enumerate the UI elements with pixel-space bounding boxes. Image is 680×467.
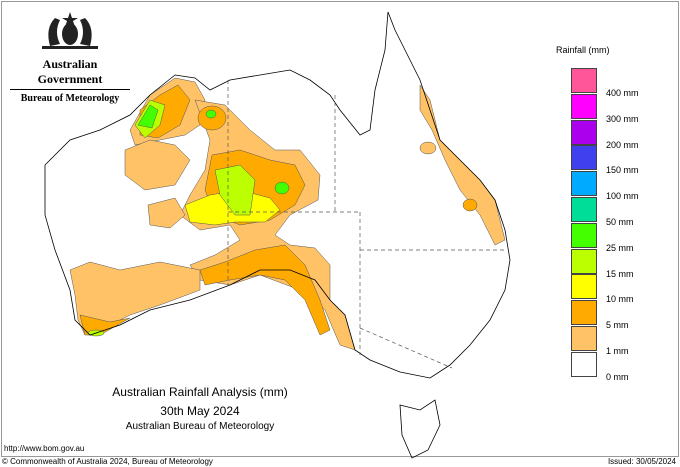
rain-1mm-interior <box>179 99 356 351</box>
rain-1mm-south-west <box>147 197 186 229</box>
legend-swatch <box>571 197 597 222</box>
map-date: 30th May 2024 <box>160 404 240 418</box>
rain-1mm-central-west <box>124 139 191 191</box>
legend-swatch <box>571 93 597 119</box>
rain-1mm-east-coast <box>419 84 506 246</box>
rainfall-areas <box>69 77 506 351</box>
legend-swatch <box>571 248 597 274</box>
legend-label: 400 mm <box>606 88 639 98</box>
government-logo: Australian Government Bureau of Meteorol… <box>10 10 130 104</box>
legend-swatch <box>571 222 597 248</box>
legend-swatch <box>571 326 597 351</box>
map-title: Australian Rainfall Analysis (mm) <box>112 385 288 399</box>
legend-swatch <box>571 119 597 145</box>
legend-title: Rainfall (mm) <box>556 45 610 55</box>
legend-label: 25 mm <box>606 242 634 253</box>
state-borders <box>227 80 505 369</box>
rain-25mm-top <box>205 109 217 119</box>
legend-swatch <box>571 171 597 197</box>
legend-label: 100 mm <box>606 191 639 202</box>
tasmania-coastline <box>399 399 441 459</box>
legend-label: 10 mm <box>606 294 634 305</box>
map-agency: Australian Bureau of Meteorology <box>125 421 275 432</box>
legend-label: 200 mm <box>606 139 639 150</box>
legend-label: 0 mm <box>606 371 629 382</box>
legend-swatch <box>571 351 597 377</box>
agency-line2: Bureau of Meteorology <box>20 93 120 104</box>
legend-label: 150 mm <box>606 165 639 176</box>
legend-swatch <box>571 68 597 93</box>
rain-25mm-centre <box>274 181 290 195</box>
website-link[interactable]: http://www.bom.gov.au <box>4 444 85 453</box>
legend-label: 300 mm <box>606 113 639 124</box>
copyright: © Commonwealth of Australia 2024, Bureau… <box>2 457 213 466</box>
rain-25mm-kimberley <box>137 104 159 129</box>
legend-swatch <box>571 145 597 171</box>
legend-swatch <box>571 300 597 326</box>
agency-line1: Australian Government <box>10 57 130 90</box>
legend-label: 1 mm <box>606 346 629 356</box>
rain-15mm-centre <box>214 164 256 216</box>
issued-date: Issued: 30/05/2024 <box>607 457 676 466</box>
coat-of-arms-icon <box>42 12 98 49</box>
legend-swatch <box>571 274 597 300</box>
rain-5mm-east <box>462 198 478 212</box>
map-border <box>1 1 679 457</box>
rain-5mm-sa <box>199 244 331 336</box>
rain-1mm-qld-inland <box>419 141 437 155</box>
mainland-coastline <box>44 11 511 379</box>
legend-label: 5 mm <box>606 320 629 331</box>
legend-label: 15 mm <box>606 268 634 279</box>
legend-label: 50 mm <box>606 217 634 227</box>
